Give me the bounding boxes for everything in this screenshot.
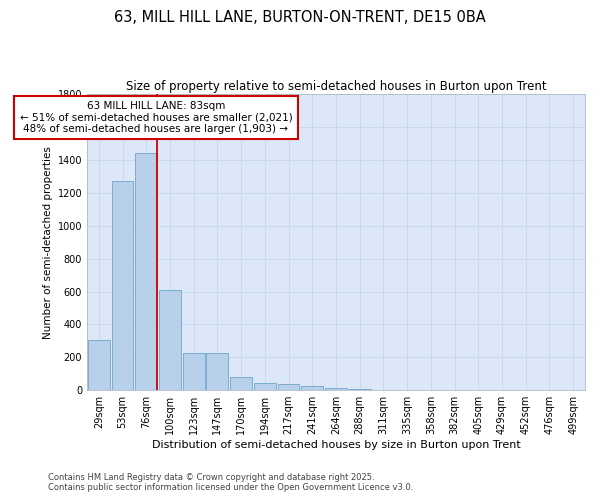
Text: 63 MILL HILL LANE: 83sqm
← 51% of semi-detached houses are smaller (2,021)
48% o: 63 MILL HILL LANE: 83sqm ← 51% of semi-d…	[20, 100, 292, 134]
Bar	[325, 388, 347, 390]
Bar	[183, 353, 205, 390]
Bar	[230, 377, 252, 390]
Text: 63, MILL HILL LANE, BURTON-ON-TRENT, DE15 0BA: 63, MILL HILL LANE, BURTON-ON-TRENT, DE1…	[114, 10, 486, 25]
Bar	[349, 388, 371, 390]
Bar	[159, 290, 181, 390]
Bar	[136, 152, 157, 390]
Bar	[301, 386, 323, 390]
Bar	[206, 353, 228, 390]
Text: Contains HM Land Registry data © Crown copyright and database right 2025.
Contai: Contains HM Land Registry data © Crown c…	[48, 473, 413, 492]
X-axis label: Distribution of semi-detached houses by size in Burton upon Trent: Distribution of semi-detached houses by …	[152, 440, 520, 450]
Title: Size of property relative to semi-detached houses in Burton upon Trent: Size of property relative to semi-detach…	[125, 80, 546, 93]
Bar	[112, 182, 133, 390]
Bar	[88, 340, 110, 390]
Bar	[254, 383, 276, 390]
Y-axis label: Number of semi-detached properties: Number of semi-detached properties	[43, 146, 53, 338]
Bar	[278, 384, 299, 390]
